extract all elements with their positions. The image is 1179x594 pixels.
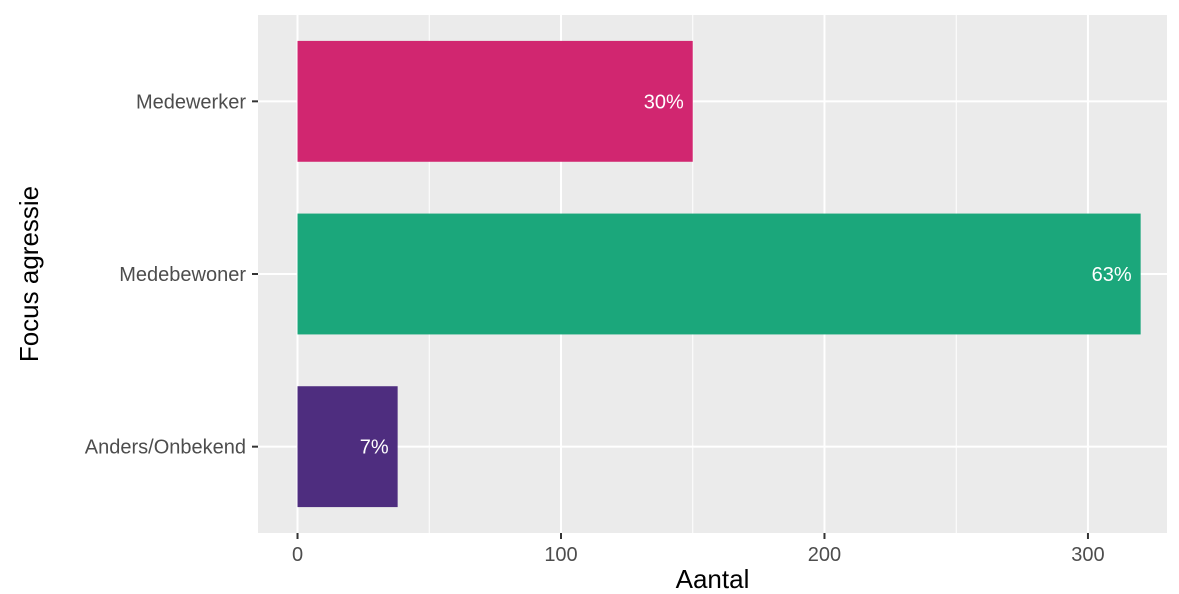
y-axis-title: Focus agressie (14, 186, 44, 362)
x-tick-label: 0 (292, 544, 303, 566)
x-axis: 0 100 200 300 (292, 533, 1105, 566)
y-tick-label: Anders/Onbekend (85, 437, 246, 459)
bar (297, 40, 693, 162)
bar-value-label: 7% (360, 437, 389, 459)
x-tick-label: 100 (544, 544, 577, 566)
bar-value-label: 30% (644, 91, 684, 113)
bar-labels: 30% 63% 7% (360, 91, 1132, 458)
y-tick-label: Medebewoner (119, 264, 246, 286)
x-axis-title: Aantal (676, 564, 750, 594)
x-tick-label: 300 (1071, 544, 1104, 566)
x-tick-label: 200 (808, 544, 841, 566)
y-tick-label: Medewerker (136, 91, 246, 113)
bar (297, 386, 398, 508)
bar (297, 213, 1141, 335)
y-axis: Medewerker Medebewoner Anders/Onbekend (85, 91, 258, 459)
bar-value-label: 63% (1092, 264, 1132, 286)
bars (297, 40, 1141, 508)
